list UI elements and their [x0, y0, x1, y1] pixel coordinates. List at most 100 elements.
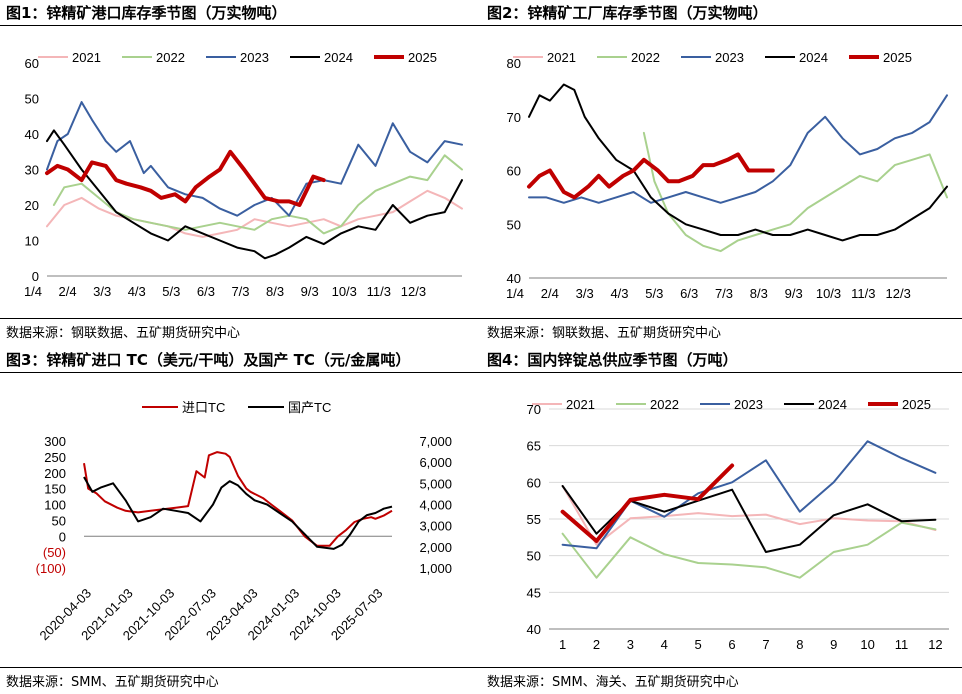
x-tick-label: 9: [830, 637, 837, 652]
x-tick-label: 5/3: [162, 284, 180, 299]
left-y-tick-label: 50: [52, 513, 66, 528]
source-note: 数据来源：钢联数据、五矿期货研究中心: [6, 326, 241, 341]
x-tick-label: 10/3: [332, 284, 357, 299]
x-tick-label: 12/3: [886, 286, 911, 301]
legend-label-2021: 2021: [547, 50, 576, 65]
x-tick-label: 7/3: [715, 286, 733, 301]
title-divider: [0, 372, 481, 373]
left-y-tick-label: 0: [59, 529, 66, 544]
x-tick-label: 11/3: [367, 284, 391, 299]
right-y-tick-label: 3,000: [419, 519, 452, 534]
y-tick-label: 80: [507, 56, 521, 71]
series-line-2025: [527, 152, 775, 200]
legend-label-2023: 2023: [715, 50, 744, 65]
chart-panel-3: 图3：锌精矿进口 TC（美元/干吨）及国产 TC（元/金属吨） 300 250 20…: [0, 347, 481, 694]
legend-label-2025: 2025: [408, 50, 437, 65]
series-line-2024: [46, 129, 463, 260]
chart-plot: 0 10 20 30 40 50 60 1/4 2/4 3/3 4/3 5/3 6/3 7/3 8/3 9/3…: [24, 50, 463, 299]
source-note: 数据来源：钢联数据、五矿期货研究中心: [487, 326, 722, 341]
chart-panel-2: 图2：锌精矿工厂库存季节图（万实物吨） 40 50 60 70 80 1/4 2/4 3/3 4…: [481, 0, 962, 347]
y-tick-label: 70: [527, 402, 541, 417]
x-tick-label: 6/3: [197, 284, 215, 299]
x-tick-label: 3/3: [576, 286, 594, 301]
chart-title: 图1：锌精矿港口库存季节图（万实物吨）: [6, 4, 287, 22]
series-line-2024: [528, 83, 948, 242]
right-y-tick-label: 4,000: [419, 498, 452, 513]
legend-label-2024: 2024: [799, 50, 828, 65]
y-tick-label: 40: [527, 622, 541, 637]
y-tick-label: 40: [25, 127, 39, 142]
legend-label-2021: 2021: [72, 50, 101, 65]
right-y-tick-label: 6,000: [419, 455, 452, 470]
y-tick-label: 20: [25, 198, 39, 213]
y-tick-label: 55: [527, 512, 541, 527]
series-line-2022: [642, 131, 948, 253]
series-line-2025: [560, 463, 735, 543]
x-tick-label: 1/4: [506, 286, 524, 301]
x-tick-label: 4/3: [610, 286, 628, 301]
chart-panel-4: 图4：国内锌锭总供应季节图（万吨） 40 45 50 55 60 65 70 1 2 3 4 5 6 7 8…: [481, 347, 962, 694]
series-line-2023: [561, 440, 937, 550]
left-y-tick-label: 250: [44, 450, 66, 465]
x-tick-label: 6: [728, 637, 735, 652]
chart-plot: 40 50 60 70 80 1/4 2/4 3/3 4/3 5/3 6/3 7/3 8/3 9/3 10/…: [506, 50, 948, 301]
x-tick-label: 12: [928, 637, 942, 652]
chart-panel-1: 图1：锌精矿港口库存季节图（万实物吨） 0 10 20 30 40 50 60 1/4 2/4 3…: [0, 0, 481, 347]
x-tick-label: 2/4: [59, 284, 77, 299]
left-y-tick-label: 200: [44, 466, 66, 481]
x-tick-label: 3: [627, 637, 634, 652]
y-tick-label: 70: [507, 110, 521, 125]
x-tick-label: 7: [762, 637, 769, 652]
x-tick-label: 12/3: [401, 284, 426, 299]
right-y-tick-label: 1,000: [419, 561, 452, 576]
y-tick-label: 50: [527, 549, 541, 564]
x-tick-label: 4/3: [128, 284, 146, 299]
series-line-2025: [45, 149, 326, 207]
y-tick-label: 60: [507, 164, 521, 179]
x-tick-label: 6/3: [680, 286, 698, 301]
y-tick-label: 60: [25, 56, 39, 71]
source-note: 数据来源：SMM、五矿期货研究中心: [6, 675, 219, 690]
legend-label-2023: 2023: [734, 397, 763, 412]
series-line-2023: [528, 94, 948, 204]
series-line-2021: [46, 189, 463, 238]
y-tick-label: 50: [25, 92, 39, 107]
right-y-tick-label: 5,000: [419, 476, 452, 491]
x-tick-label: 8/3: [266, 284, 284, 299]
legend-label-2022: 2022: [156, 50, 185, 65]
y-tick-label: 45: [527, 585, 541, 600]
y-tick-label: 10: [25, 234, 39, 249]
legend-label-2025: 2025: [883, 50, 912, 65]
legend-label-2024: 2024: [818, 397, 847, 412]
series-line-2022: [561, 521, 937, 579]
x-tick-label: 11: [895, 637, 909, 652]
title-divider: [481, 25, 962, 26]
y-tick-label: 0: [32, 269, 39, 284]
y-tick-label: 30: [25, 163, 39, 178]
x-tick-label: 2/4: [541, 286, 559, 301]
chart-title: 图3：锌精矿进口 TC（美元/干吨）及国产 TC（元/金属吨）: [6, 351, 411, 369]
left-y-tick-label: 300: [44, 434, 66, 449]
legend-label-2023: 2023: [240, 50, 269, 65]
x-tick-label: 1/4: [24, 284, 42, 299]
x-tick-label: 9/3: [301, 284, 319, 299]
legend-label-2021: 2021: [566, 397, 595, 412]
x-tick-label: 4: [661, 637, 668, 652]
title-divider: [0, 25, 481, 26]
legend-label-2024: 2024: [324, 50, 353, 65]
left-y-tick-label: (50): [43, 545, 66, 560]
chart-title: 图4：国内锌锭总供应季节图（万吨）: [487, 351, 738, 369]
source-note: 数据来源：SMM、海关、五矿期货研究中心: [487, 675, 739, 690]
x-tick-label: 10: [860, 637, 874, 652]
y-tick-label: 40: [507, 271, 521, 286]
source-divider: [481, 667, 962, 668]
series-line-2021: [561, 485, 937, 546]
y-tick-label: 65: [527, 439, 541, 454]
series-line-domestic-tc: [83, 476, 393, 550]
y-tick-label: 50: [507, 217, 521, 232]
chart-title: 图2：锌精矿工厂库存季节图（万实物吨）: [487, 4, 768, 22]
legend-label-2022: 2022: [631, 50, 660, 65]
x-tick-label: 8/3: [750, 286, 768, 301]
